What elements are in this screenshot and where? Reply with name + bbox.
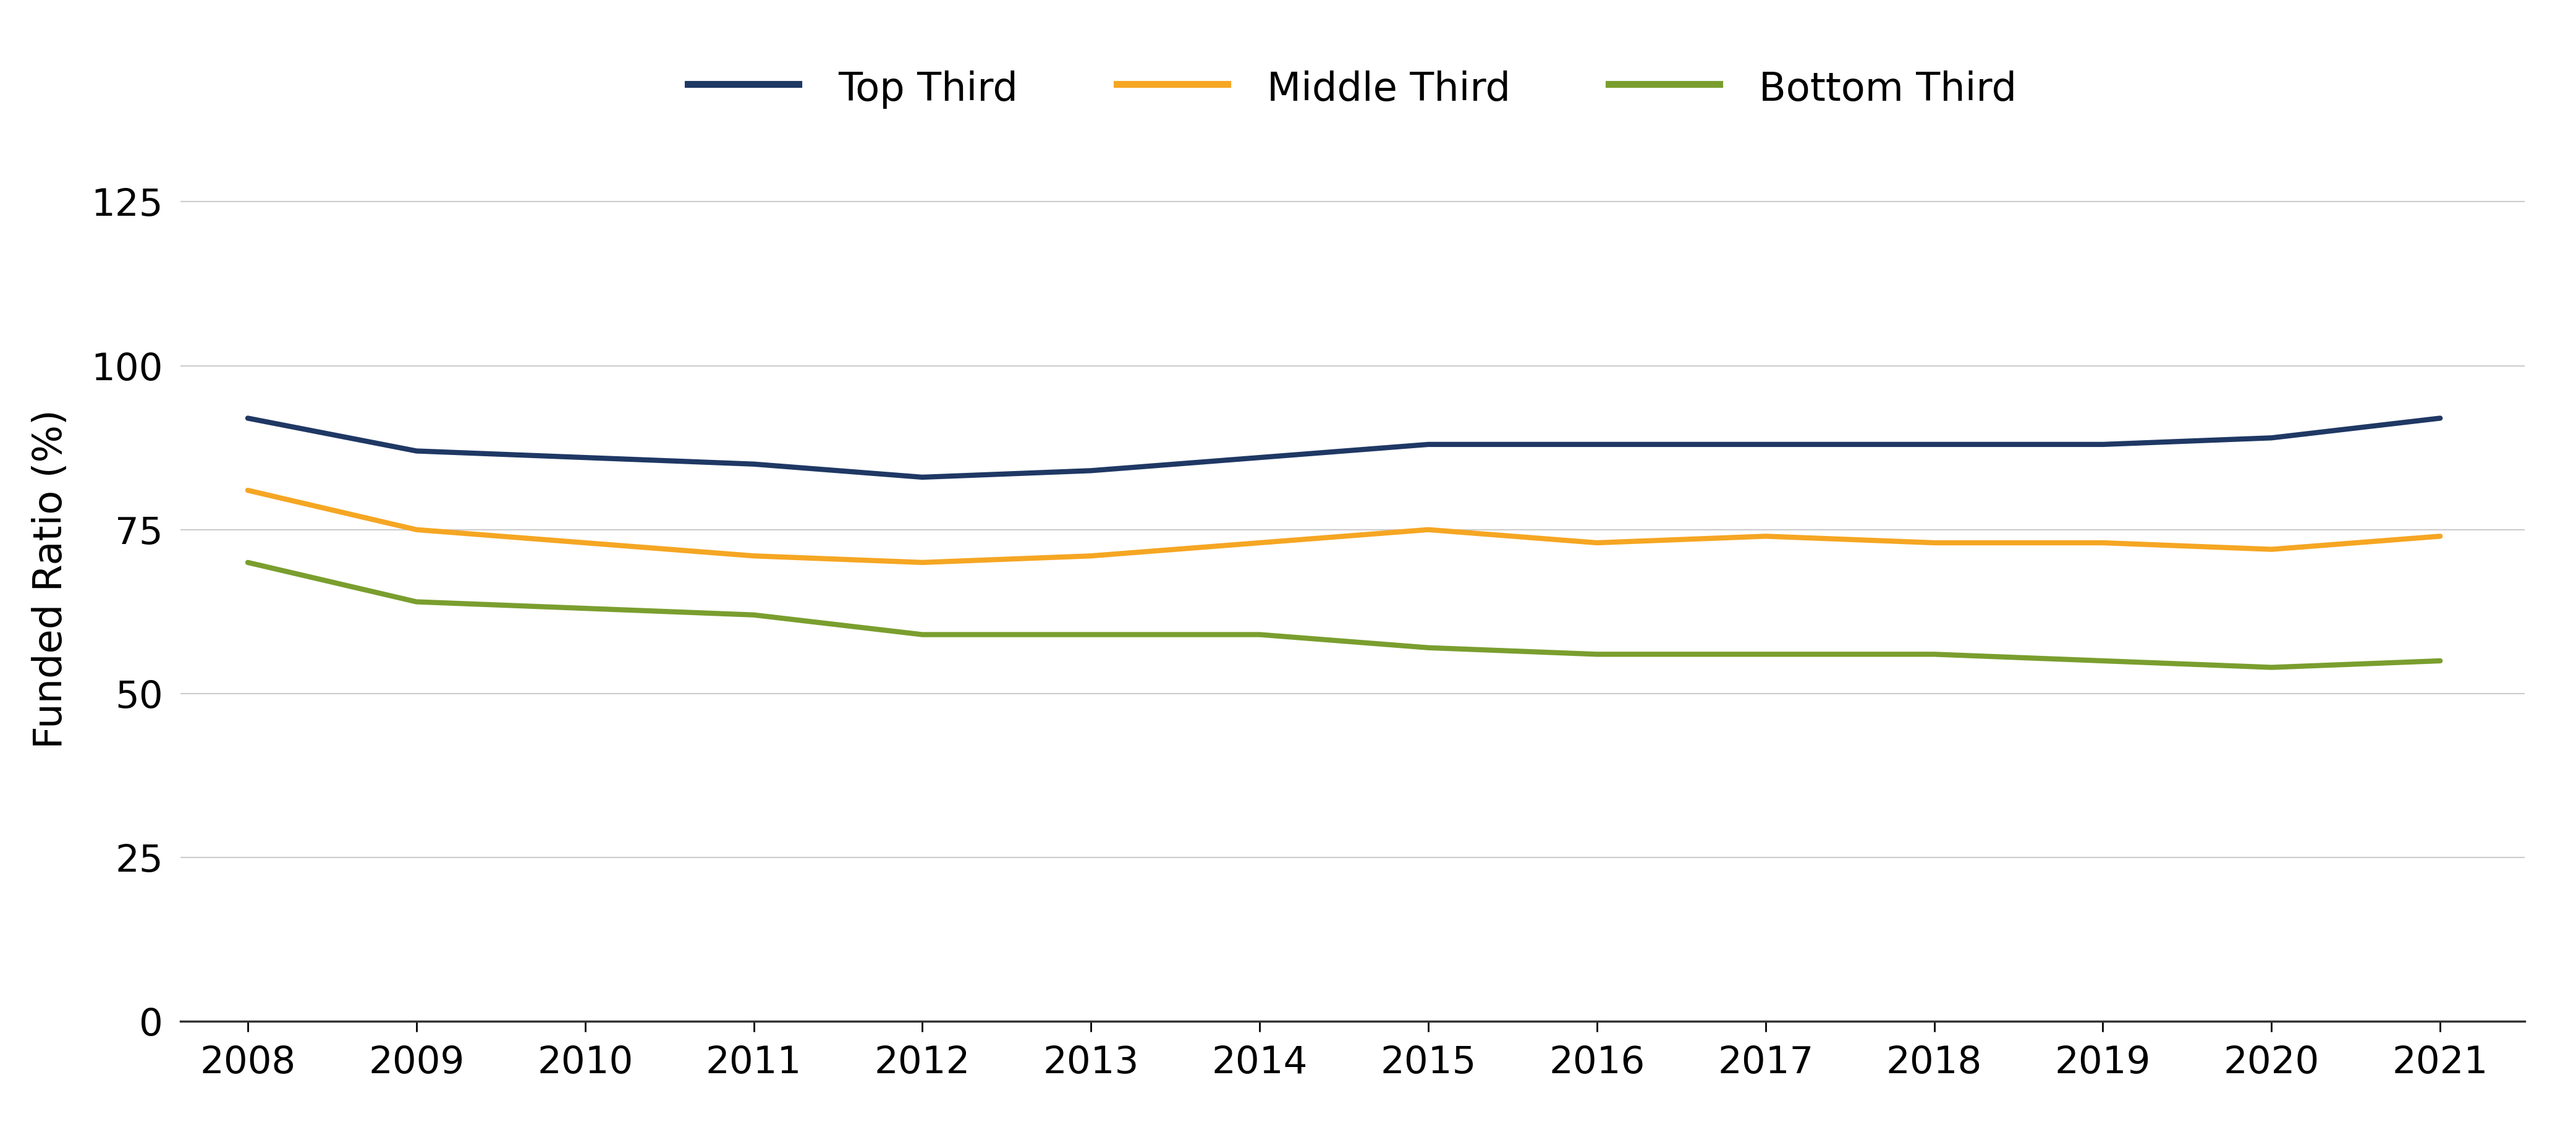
Legend: Top Third, Middle Third, Bottom Third: Top Third, Middle Third, Bottom Third bbox=[688, 67, 2017, 109]
Y-axis label: Funded Ratio (%): Funded Ratio (%) bbox=[31, 410, 70, 748]
